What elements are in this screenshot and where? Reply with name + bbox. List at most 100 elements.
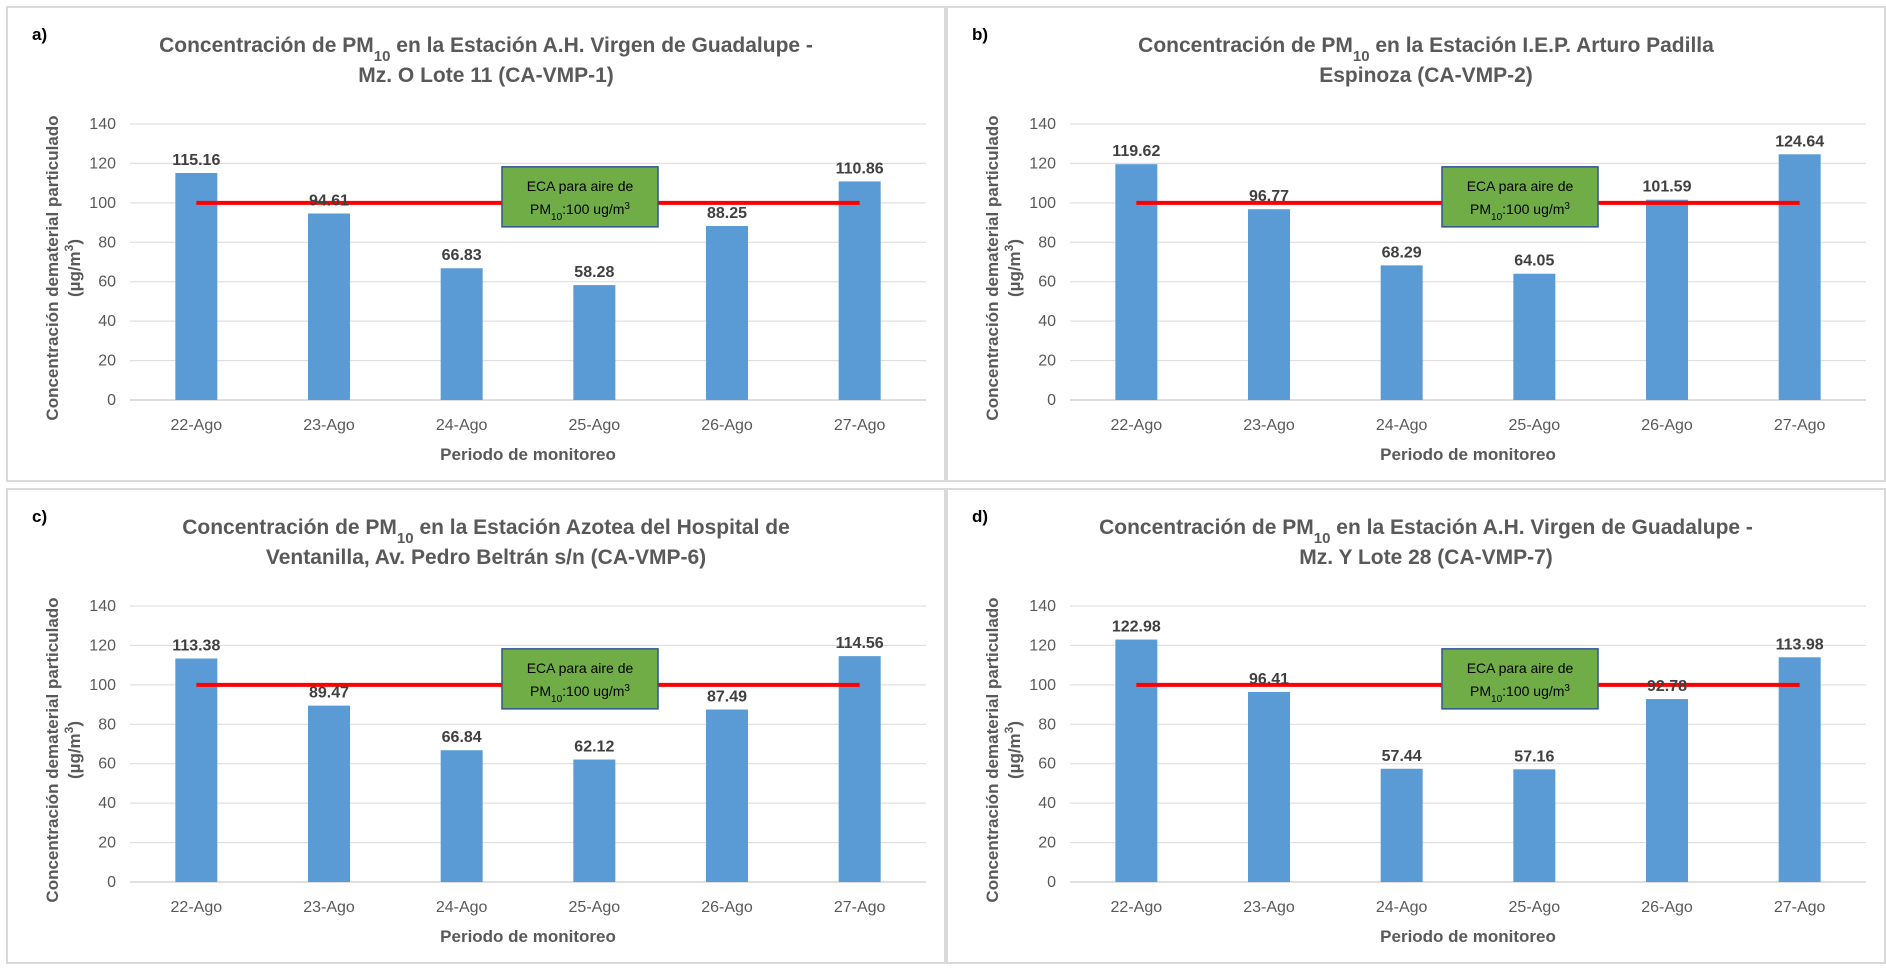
chart-title-line2: Mz. Y Lote 28 (CA-VMP-7)	[1299, 546, 1553, 569]
bar-24-Ago	[440, 750, 483, 882]
panel-letter: d)	[972, 507, 988, 526]
bar-26-Ago	[706, 226, 748, 400]
title-text: en la Estación A.H. Virgen de Guadalupe …	[390, 34, 812, 57]
title-subscript: 10	[374, 48, 391, 65]
bar-24-Ago	[1380, 265, 1423, 400]
eca-annotation-line1: ECA para aire de	[527, 178, 634, 194]
x-tick-label: 24-Ago	[436, 899, 488, 916]
bar-26-Ago	[706, 709, 748, 882]
bar-22-Ago	[175, 172, 218, 400]
bar-22-Ago	[1115, 639, 1158, 882]
chart-title-line1: Concentración de PM10 en la Estación A.H…	[159, 34, 813, 65]
annotation-part: 10	[1491, 211, 1503, 222]
annotation-part: 3	[624, 200, 630, 211]
y-tick-label: 140	[89, 598, 116, 615]
annotation-part: 10	[1491, 693, 1503, 704]
bar-chart-b: b) Concentración de PM10 en la Estación I…	[972, 25, 1866, 464]
x-tick-label: 26-Ago	[1641, 899, 1693, 916]
y-axis-label-line2: (µg/m3)	[62, 239, 84, 297]
bar-chart-a: a) Concentración de PM10 en la Estación A…	[32, 25, 926, 464]
title-text: Concentración de PM	[182, 516, 397, 539]
y-axis-label-line2: (µg/m3)	[62, 721, 84, 779]
unit-text: (µg/m	[1005, 733, 1024, 779]
unit-text: (µg/m	[65, 251, 84, 297]
unit-superscript: 3	[62, 244, 76, 251]
data-label: 96.77	[1249, 188, 1289, 205]
title-subscript: 10	[397, 530, 414, 547]
x-tick-label: 26-Ago	[701, 417, 753, 434]
y-tick-label: 100	[1029, 195, 1056, 212]
y-tick-label: 80	[1038, 716, 1056, 733]
y-tick-label: 80	[98, 234, 116, 251]
bar-25-Ago	[1513, 273, 1556, 400]
data-label: 88.25	[707, 205, 747, 222]
y-tick-label: 0	[107, 874, 116, 891]
panel-letter: b)	[972, 25, 988, 44]
x-tick-label: 25-Ago	[1509, 417, 1561, 434]
x-tick-label: 23-Ago	[1243, 899, 1295, 916]
bar-23-Ago	[1248, 209, 1290, 400]
annotation-part: PM	[530, 683, 551, 699]
unit-text: )	[65, 721, 84, 727]
unit-text: )	[65, 239, 84, 245]
chart-title-line2: Espinoza (CA-VMP-2)	[1319, 64, 1533, 87]
data-label: 66.83	[442, 247, 482, 264]
bar-24-Ago	[1380, 768, 1423, 882]
unit-text: (µg/m	[65, 733, 84, 779]
data-label: 119.62	[1112, 143, 1160, 160]
x-tick-label: 23-Ago	[303, 417, 355, 434]
y-tick-label: 40	[98, 795, 116, 812]
unit-text: )	[1005, 721, 1024, 727]
data-label: 58.28	[574, 264, 614, 281]
y-tick-label: 40	[1038, 313, 1056, 330]
annotation-part: 10	[551, 693, 563, 704]
bar-27-Ago	[838, 656, 881, 882]
title-subscript: 10	[1314, 530, 1331, 547]
x-tick-label: 25-Ago	[569, 417, 621, 434]
y-axis-label-line2: (µg/m3)	[1002, 721, 1024, 779]
title-text: en la Estación I.E.P. Arturo Padilla	[1370, 34, 1715, 57]
y-tick-label: 80	[1038, 234, 1056, 251]
annotation-part: :100 ug/m	[1502, 201, 1564, 217]
bar-26-Ago	[1646, 199, 1688, 400]
chart-title-line2: Mz. O Lote 11 (CA-VMP-1)	[358, 64, 614, 87]
annotation-part: :100 ug/m	[1502, 683, 1564, 699]
y-tick-label: 100	[89, 677, 116, 694]
data-label: 101.59	[1643, 179, 1692, 196]
x-tick-label: 26-Ago	[701, 899, 753, 916]
y-tick-label: 20	[1038, 353, 1056, 370]
y-tick-label: 120	[1029, 637, 1056, 654]
x-tick-label: 24-Ago	[1376, 899, 1428, 916]
annotation-part: 3	[624, 682, 630, 693]
unit-text: )	[1005, 239, 1024, 245]
bar-27-Ago	[1778, 657, 1821, 882]
data-label: 122.98	[1112, 619, 1161, 636]
annotation-part: PM	[1470, 201, 1491, 217]
y-tick-label: 60	[1038, 756, 1056, 773]
data-label: 115.16	[172, 152, 220, 169]
annotation-part: :100 ug/m	[562, 683, 624, 699]
annotation-part: PM	[1470, 683, 1491, 699]
data-label: 113.38	[172, 637, 220, 654]
chart-title-line1: Concentración de PM10 en la Estación A.H…	[1099, 516, 1753, 547]
unit-superscript: 3	[1002, 726, 1016, 733]
chart-panel-a: a) Concentración de PM10 en la Estación A…	[6, 6, 946, 482]
y-axis-label-line1: Concentración dematerial particulado	[983, 597, 1002, 902]
eca-annotation-box	[1441, 648, 1599, 710]
y-tick-label: 20	[98, 353, 116, 370]
bar-23-Ago	[1248, 691, 1290, 882]
bar-22-Ago	[1115, 164, 1158, 400]
eca-annotation-line1: ECA para aire de	[527, 660, 634, 676]
title-text: Concentración de PM	[159, 34, 374, 57]
chart-panel-b: b) Concentración de PM10 en la Estación I…	[946, 6, 1886, 482]
data-label: 66.84	[442, 729, 482, 746]
x-axis-label: Periodo de monitoreo	[440, 445, 616, 464]
y-tick-label: 60	[1038, 274, 1056, 291]
y-axis-label-line1: Concentración dematerial particulado	[43, 597, 62, 902]
x-tick-label: 26-Ago	[1641, 417, 1693, 434]
y-tick-label: 60	[98, 274, 116, 291]
data-label: 113.98	[1776, 636, 1824, 653]
y-tick-label: 40	[1038, 795, 1056, 812]
x-tick-label: 27-Ago	[834, 417, 886, 434]
